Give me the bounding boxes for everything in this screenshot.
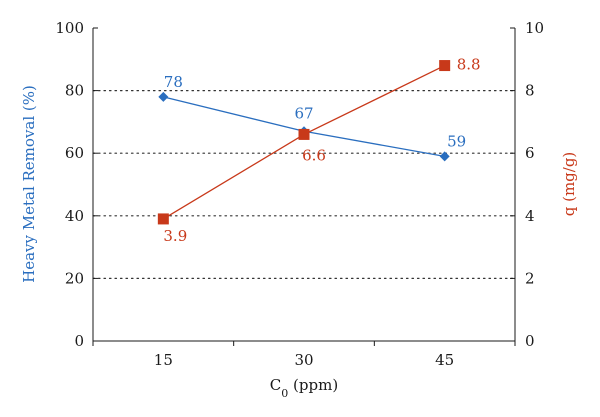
data-label: 3.9: [163, 227, 187, 245]
series: 78 67 59 3.9 6.6 8.8: [157, 56, 481, 245]
left-tick-label: 0: [74, 332, 84, 350]
right-tick-label: 4: [525, 207, 535, 225]
left-axis-ticks: 0 20 40 60 80 100: [55, 19, 98, 350]
left-tick-label: 100: [55, 19, 84, 37]
data-point: [157, 213, 169, 225]
data-label: 67: [294, 104, 313, 122]
right-tick-label: 6: [525, 144, 535, 162]
x-axis-ticks: 15 30 45: [92, 341, 516, 369]
left-tick-label: 60: [65, 144, 84, 162]
data-point: [158, 91, 169, 102]
data-label: 6.6: [302, 146, 326, 164]
right-tick-label: 10: [525, 19, 544, 37]
data-label: 8.8: [457, 56, 481, 74]
left-tick-label: 20: [65, 269, 84, 287]
data-label: 59: [447, 132, 466, 150]
right-tick-label: 8: [525, 82, 535, 100]
right-tick-label: 0: [525, 332, 535, 350]
series-2: 3.9 6.6 8.8: [157, 56, 481, 245]
right-axis-label: q (mg/g): [560, 152, 578, 217]
axes: [92, 28, 516, 342]
x-axis-label: C0 (ppm): [270, 376, 338, 400]
left-tick-label: 40: [65, 207, 84, 225]
x-tick-label: 15: [154, 351, 173, 369]
data-point: [439, 151, 450, 162]
data-point: [439, 60, 451, 72]
right-tick-label: 2: [525, 269, 535, 287]
x-tick-label: 45: [435, 351, 454, 369]
left-axis-label: Heavy Metal Removal (%): [20, 85, 38, 283]
x-tick-label: 30: [294, 351, 313, 369]
series-line: [162, 64, 445, 220]
right-axis-ticks: 0 2 4 6 8 10: [510, 19, 544, 350]
data-point: [298, 128, 310, 140]
left-tick-label: 80: [65, 82, 84, 100]
data-label: 78: [164, 73, 183, 91]
